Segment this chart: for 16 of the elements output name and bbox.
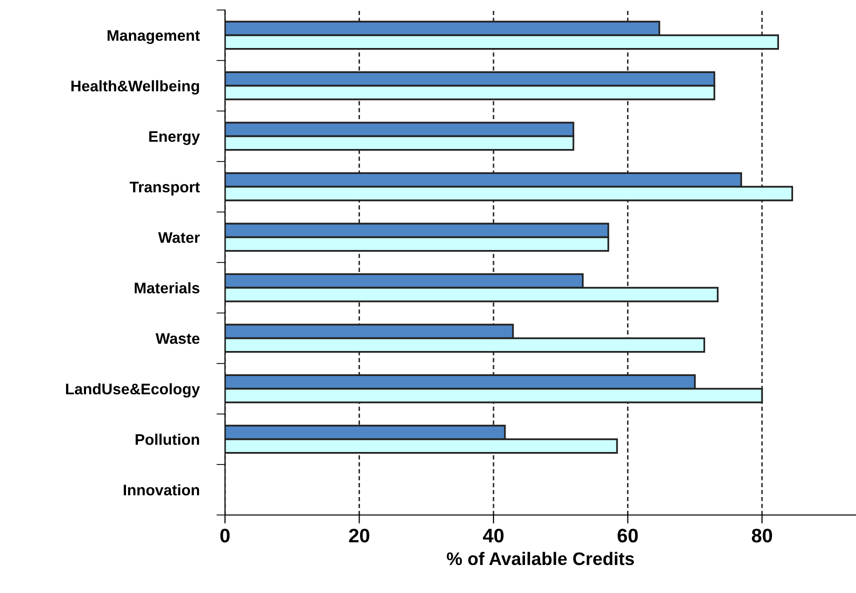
x-tick-label: 0: [220, 528, 230, 542]
x-tick-label: 60: [618, 528, 638, 542]
x-axis-title: % of Available Credits: [446, 552, 634, 566]
y-tick-label: Materials: [134, 282, 200, 294]
y-tick-label: Water: [158, 232, 200, 243]
y-tick-label: Energy: [149, 131, 200, 145]
y-tick-label: Innovation: [124, 484, 200, 496]
x-tick-label: 80: [752, 528, 772, 542]
x-tick-label: 20: [349, 528, 370, 542]
y-tick-label: Management: [108, 30, 200, 44]
y-tick-label: Waste: [156, 333, 200, 344]
x-tick-label: 40: [482, 528, 504, 542]
y-tick-label: LandUse&Ecology: [66, 383, 200, 398]
y-tick-label: Transport: [130, 182, 200, 196]
y-tick-label: Pollution: [136, 434, 200, 445]
y-tick-label: Health&Wellbeing: [71, 80, 199, 95]
